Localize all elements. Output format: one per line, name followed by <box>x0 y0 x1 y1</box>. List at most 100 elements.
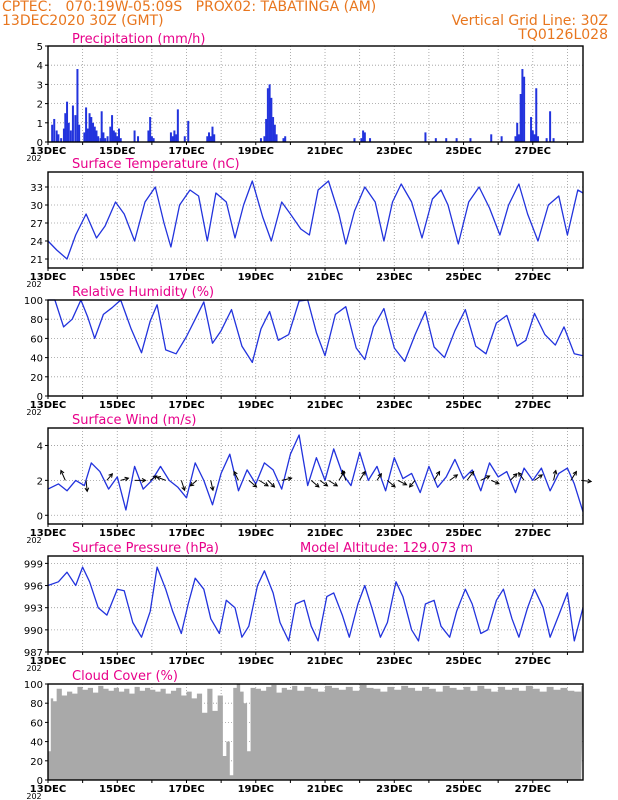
cloud-frame <box>47 683 584 781</box>
precip-bar <box>150 136 153 142</box>
precip-bar <box>71 105 74 142</box>
wind-arrow <box>518 472 525 481</box>
wind-arrowhead <box>435 470 441 476</box>
wind-arrow <box>258 479 269 487</box>
temp-ytick-label: 30 <box>30 201 43 212</box>
precip-bar <box>85 107 88 142</box>
precip-bar <box>263 136 266 142</box>
temp-xtick-label: 21DEC <box>307 272 343 283</box>
press-xtick-label: 17DEC <box>168 656 204 667</box>
precip-bar <box>102 132 105 142</box>
wind-arrowhead <box>518 471 523 477</box>
rh-ytick-label: 40 <box>30 354 43 365</box>
wind-arrowhead <box>155 476 161 481</box>
wind-arrowhead <box>152 475 158 480</box>
cloud-xtick-label: 15DEC <box>99 784 135 795</box>
temp-title: Surface Temperature (nC) <box>72 157 240 172</box>
press-ytick-label: 990 <box>24 626 43 637</box>
wind-arrow <box>180 480 186 491</box>
header-station: CPTEC: 070:19W-05:09S PROX02: TABATINGA … <box>2 0 377 15</box>
precip-bar <box>369 138 372 142</box>
wind-xtick-label: 13DEC <box>30 528 66 539</box>
precip-bar <box>169 132 172 142</box>
precip-bar <box>455 138 458 142</box>
wind-arrowhead <box>189 481 195 487</box>
precip-bar <box>116 136 119 142</box>
rh-xtick-label: 25DEC <box>445 400 481 411</box>
precip-bar <box>445 138 448 142</box>
precip-bar <box>114 132 117 142</box>
wind-arrow <box>342 470 347 481</box>
rh-xtick-label: 17DEC <box>168 400 204 411</box>
wind-arrow <box>534 474 543 481</box>
temp-xtick-label: 25DEC <box>445 272 481 283</box>
temp-ytick-label: 27 <box>30 219 43 230</box>
wind-arrowhead <box>84 487 90 493</box>
wind-arrowhead <box>512 473 518 478</box>
header-grid-line: Vertical Grid Line: 30Z <box>451 13 608 29</box>
rh-xtick-label: 23DEC <box>376 400 412 411</box>
cloud-title: Cloud Cover (%) <box>72 669 178 684</box>
precip-panel: 0 1 2 3 4 5 13DEC 15DEC 17DEC 19DEC 21DEC 23DEC 25DE… <box>26 32 584 163</box>
wind-xtick-label: 25DEC <box>445 528 481 539</box>
precip-bar <box>535 88 538 142</box>
wind-arrow <box>409 480 416 488</box>
temp-ytick-label: 24 <box>30 237 43 248</box>
precip-bar <box>500 136 503 142</box>
precip-bar <box>67 122 70 142</box>
precip-bar <box>362 130 365 142</box>
precip-ytick-label: 3 <box>37 80 43 91</box>
press-xtick-label: 19DEC <box>238 656 274 667</box>
wind-arrow <box>310 479 320 488</box>
precip-year-label: 202 <box>26 154 41 163</box>
precip-bar <box>152 138 155 142</box>
press-series-line <box>47 566 584 642</box>
wind-arrow <box>359 471 366 481</box>
cloud-area <box>48 684 584 780</box>
temp-year-label: 202 <box>26 280 41 289</box>
precip-bar <box>533 134 536 142</box>
temp-series-line <box>47 180 584 260</box>
precip-bar <box>83 132 86 142</box>
wind-ytick-label: 4 <box>37 441 43 452</box>
wind-arrowhead <box>572 470 577 476</box>
wind-arrowhead <box>209 486 215 492</box>
rh-ytick-label: 0 <box>37 392 43 403</box>
cloud-ytick-label: 20 <box>30 757 43 768</box>
precip-bar <box>209 136 212 142</box>
temp-xtick-label: 23DEC <box>376 272 412 283</box>
cloud-ytick-label: 60 <box>30 718 43 729</box>
precip-bar <box>275 134 278 142</box>
cloud-xtick-label: 17DEC <box>168 784 204 795</box>
rh-xtick-label: 21DEC <box>307 400 343 411</box>
wind-arrow <box>509 473 518 481</box>
press-xtick-label: 15DEC <box>99 656 135 667</box>
wind-xtick-label: 17DEC <box>168 528 204 539</box>
precip-title: Precipitation (mm/h) <box>72 32 205 47</box>
precip-bar <box>137 136 140 142</box>
precip-bar <box>147 130 150 142</box>
precip-xtick-label: 19DEC <box>238 146 274 157</box>
cloud-xtick-label: 27DEC <box>515 784 551 795</box>
wind-arrowhead <box>377 472 382 478</box>
rh-ytick-label: 100 <box>24 296 43 307</box>
wind-arrow <box>85 480 88 492</box>
press-panel: 987 990 993 996 999 13DEC 15DEC 17DEC 19DEC 21DEC… <box>24 541 584 673</box>
wind-arrowhead <box>538 474 544 479</box>
rh-xtick-label: 13DEC <box>30 400 66 411</box>
precip-bar <box>549 111 552 142</box>
rh-panel: 0 20 40 60 80 100 13DEC 15DEC 17DEC 19DEC 21DEC 23D… <box>24 285 584 417</box>
wind-arrowhead <box>287 476 293 482</box>
press-xtick-label: 25DEC <box>445 656 481 667</box>
wind-arrowhead <box>333 482 339 487</box>
precip-bar <box>284 136 287 142</box>
wind-arrow <box>233 471 239 481</box>
wind-arrow <box>570 471 577 481</box>
precip-ytick-label: 5 <box>37 42 43 53</box>
wind-arrowhead <box>453 474 459 479</box>
precip-bar <box>133 130 136 142</box>
precip-xtick-label: 25DEC <box>445 146 481 157</box>
cloud-ytick-label: 100 <box>24 680 43 691</box>
cloud-panel: 0 20 40 60 80 100 13DEC 15DEC 17DEC 19DEC 21DEC 23D… <box>24 669 584 800</box>
wind-year-label: 202 <box>26 536 41 545</box>
